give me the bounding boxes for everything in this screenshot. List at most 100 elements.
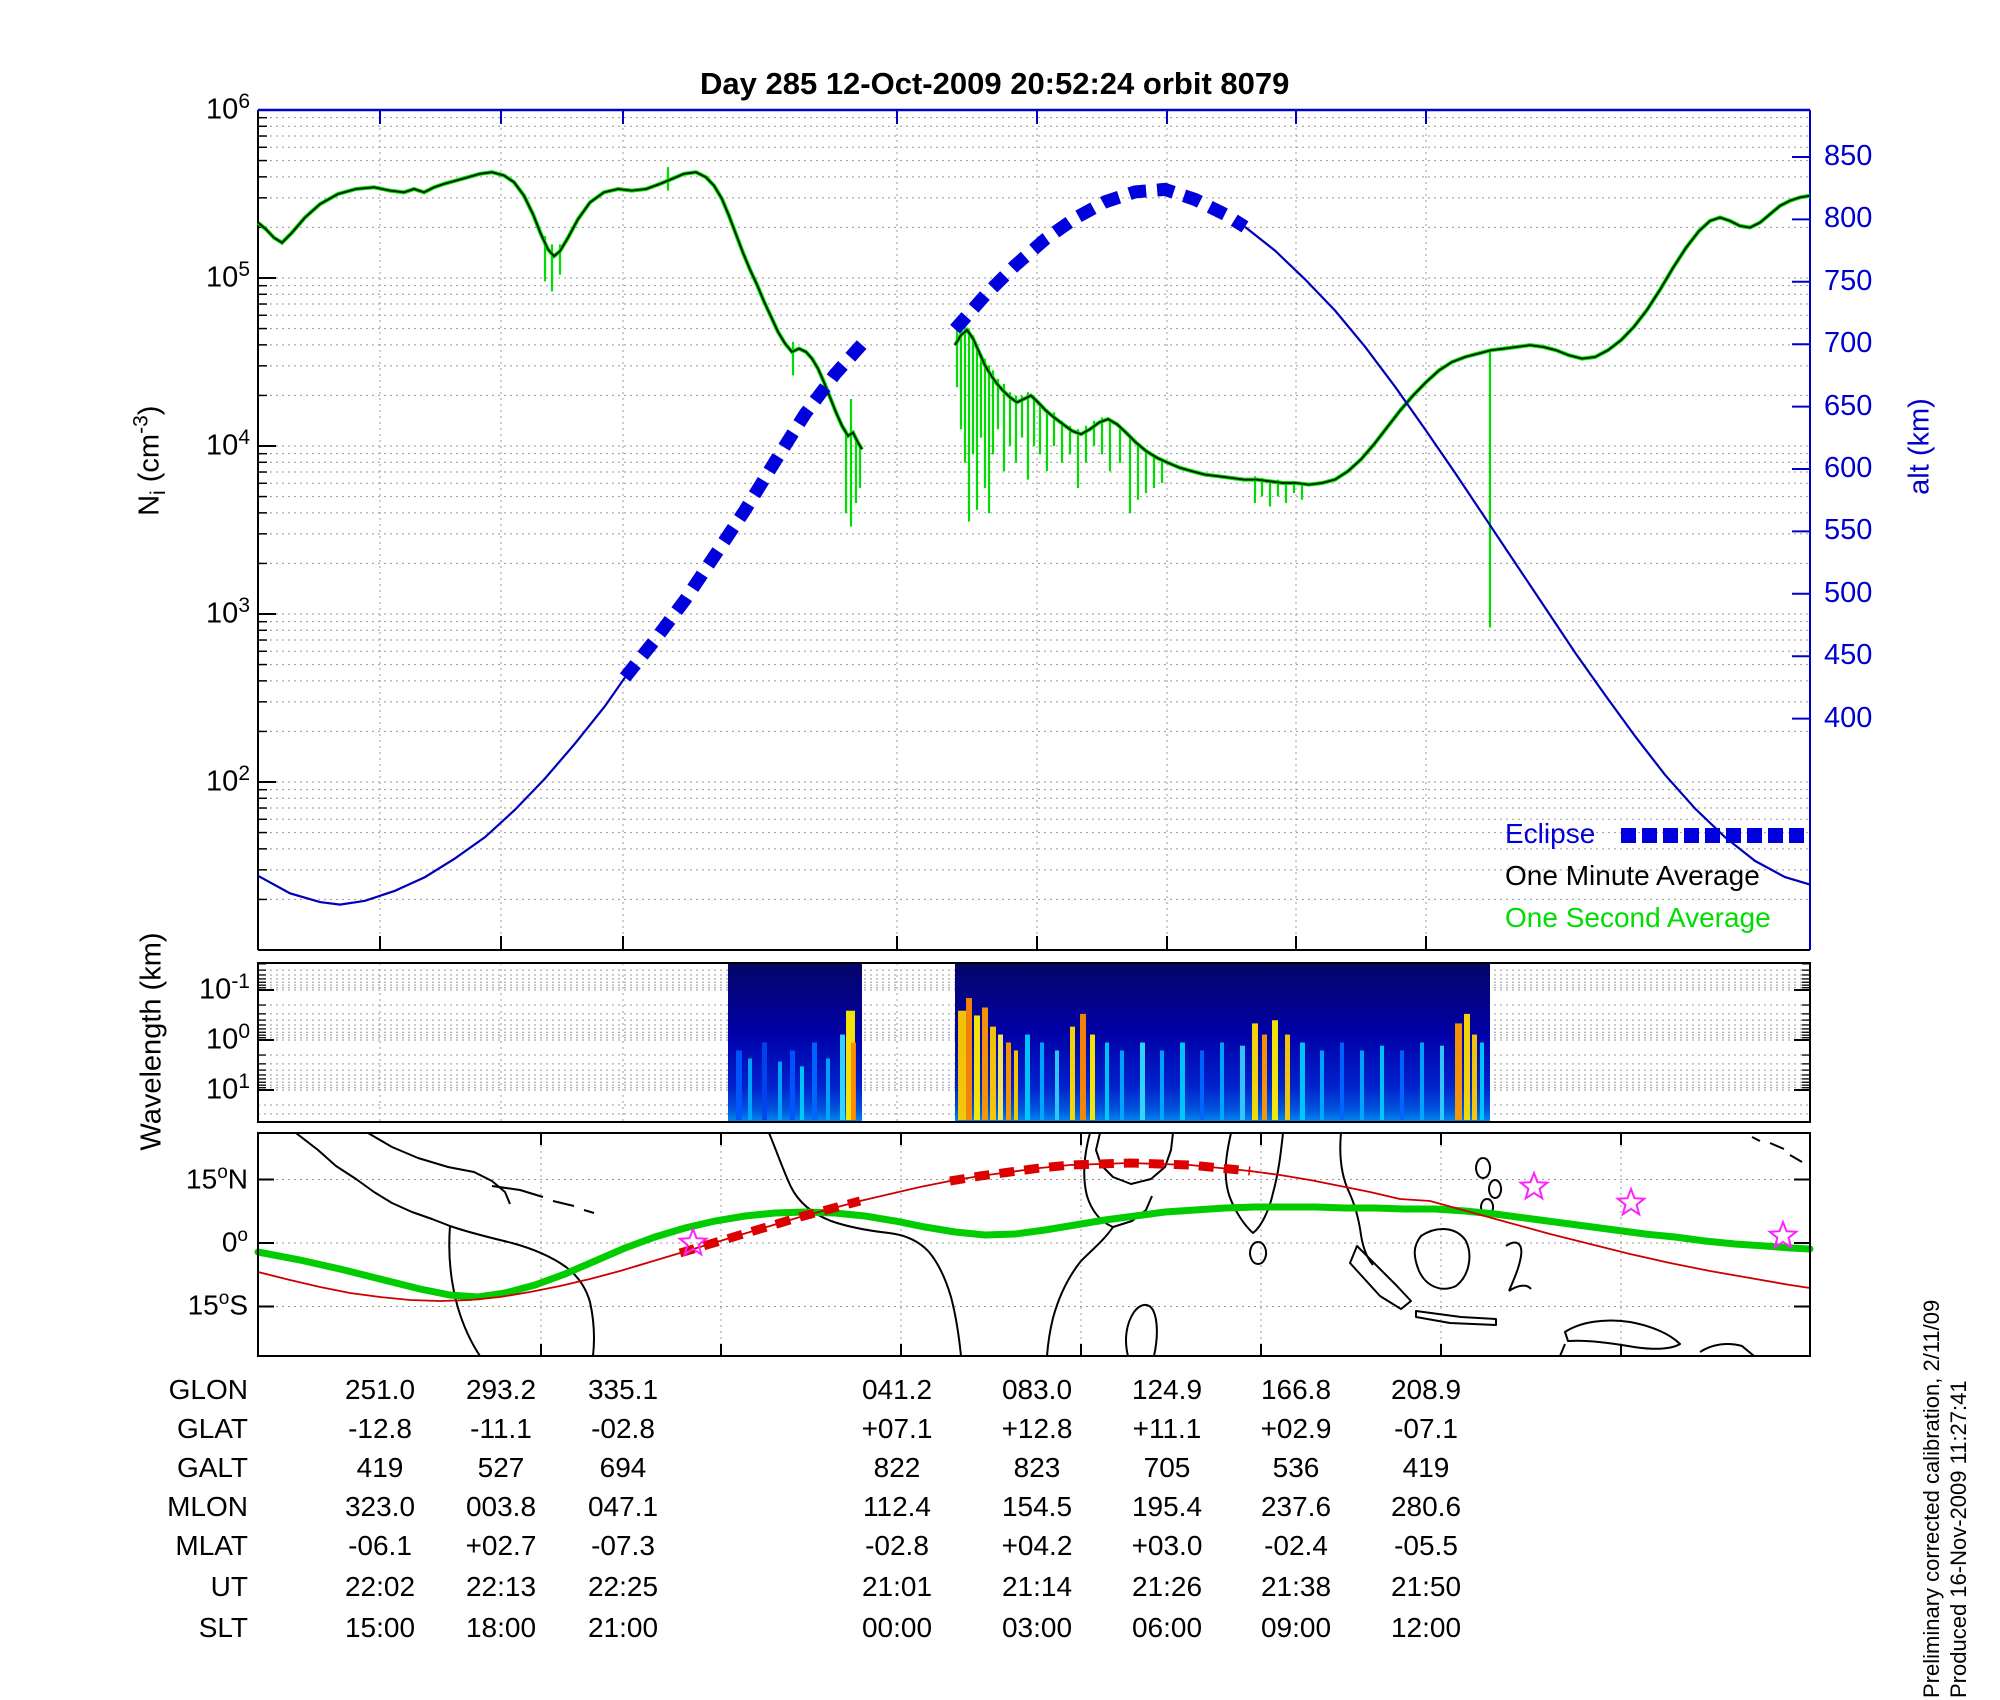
- spectrogram-stripe: [1160, 1050, 1164, 1120]
- table-cell: 21:38: [1260, 1571, 1332, 1602]
- ground-track-eclipse-segment: [678, 1196, 862, 1258]
- table-cell: -02.4: [1264, 1530, 1328, 1561]
- table-row-label: MLON: [167, 1491, 248, 1522]
- ground-track-map-panel: [254, 1132, 1814, 1357]
- spectrogram-stripe: [998, 1034, 1003, 1120]
- spectrogram-stripe: [1440, 1045, 1444, 1120]
- spectrogram-stripe: [1240, 1045, 1245, 1120]
- legend-one-second-label: One Second Average: [1505, 902, 1771, 933]
- table-cell: -02.8: [865, 1530, 929, 1561]
- coastline: [491, 1185, 595, 1214]
- spectrogram-stripe: [812, 1042, 817, 1120]
- star-marker: [676, 1226, 710, 1257]
- altitude-tick-label: 650: [1824, 389, 1873, 422]
- spectrogram-stripe: [778, 1061, 782, 1120]
- altitude-tick-label: 450: [1824, 639, 1873, 672]
- spectrogram-stripe: [1455, 1023, 1462, 1120]
- coastline: [768, 1132, 962, 1357]
- table-cell: 112.4: [863, 1491, 931, 1522]
- table-cell: 323.0: [344, 1491, 416, 1522]
- density-altitude-panel: [256, 108, 1811, 951]
- table-cell: 09:00: [1260, 1612, 1332, 1643]
- table-cell: -02.8: [591, 1413, 655, 1444]
- spectrogram-stripe: [1180, 1042, 1185, 1120]
- table-cell: 694: [599, 1452, 647, 1483]
- spectrogram-stripe: [1262, 1034, 1267, 1120]
- wavelength-tick-label: 101: [206, 1070, 250, 1106]
- eclipse-segment: [619, 339, 867, 682]
- altitude-axis-label-text: alt (km): [1903, 398, 1936, 495]
- spectrogram-stripe: [1480, 1042, 1484, 1120]
- eclipse-dash-icon: [1621, 818, 1810, 849]
- spectrogram-stripe: [958, 1010, 966, 1120]
- table-cell: 527: [477, 1452, 525, 1483]
- spectrogram-stripe: [1140, 1042, 1145, 1120]
- altitude-tick-label: 700: [1824, 327, 1873, 360]
- spectrogram-stripe: [1285, 1034, 1290, 1120]
- footer-production-note: Preliminary corrected calibration, 2/11/…: [1918, 1300, 1972, 1698]
- coastline: [1046, 1132, 1114, 1357]
- table-cell: 293.2: [465, 1374, 537, 1405]
- legend-eclipse-label: Eclipse: [1505, 818, 1596, 849]
- table-cell: 822: [873, 1452, 921, 1483]
- table-cell: 18:00: [465, 1612, 537, 1643]
- table-cell: 419: [356, 1452, 404, 1483]
- table-cell: 237.6: [1260, 1491, 1332, 1522]
- altitude-tick-label: 550: [1824, 514, 1873, 547]
- table-cell: 12:00: [1390, 1612, 1462, 1643]
- table-cell: 21:14: [1001, 1571, 1073, 1602]
- spectrogram-stripe: [1252, 1023, 1258, 1120]
- table-cell: -07.3: [591, 1530, 655, 1561]
- altitude-axis-label: alt (km): [1904, 357, 1937, 537]
- table-row-label: GLAT: [176, 1413, 248, 1444]
- spectrogram-stripe: [1300, 1042, 1305, 1120]
- table-row-label: GLON: [168, 1374, 248, 1405]
- coastline: [1559, 1343, 1755, 1357]
- spectrogram-stripe: [1070, 1026, 1075, 1120]
- table-cell: 823: [1013, 1452, 1061, 1483]
- table-cell: 705: [1143, 1452, 1191, 1483]
- table-cell: -06.1: [348, 1530, 412, 1561]
- table-cell: +12.8: [1001, 1413, 1073, 1444]
- altitude-tick-label: 400: [1824, 701, 1873, 734]
- table-cell: 03:00: [1001, 1612, 1073, 1643]
- table-row-label: SLT: [198, 1612, 248, 1643]
- table-cell: 21:00: [587, 1612, 659, 1643]
- altitude-tick-label: 600: [1824, 452, 1873, 484]
- table-cell: 083.0: [1001, 1374, 1073, 1405]
- spectrogram-stripe: [1420, 1042, 1424, 1120]
- spectrogram-stripe: [1080, 1013, 1086, 1120]
- eclipse-segment: [950, 182, 1249, 334]
- table-cell: +07.1: [861, 1413, 933, 1444]
- altitude-tick-label: 800: [1824, 202, 1873, 235]
- altitude-tick-label: 850: [1824, 140, 1873, 172]
- table-cell: +02.9: [1260, 1413, 1332, 1444]
- coastline: [1249, 1241, 1268, 1265]
- coastline: [448, 1225, 595, 1357]
- table-cell: 536: [1272, 1452, 1320, 1483]
- coastline: [1125, 1304, 1158, 1357]
- map-lat-label: 15oS: [187, 1288, 248, 1321]
- spectrogram-stripe: [1320, 1050, 1324, 1120]
- map-lat-label: 15oN: [186, 1161, 248, 1194]
- table-cell: 15:00: [344, 1612, 416, 1643]
- table-cell: 003.8: [465, 1491, 537, 1522]
- one-second-average-line: [256, 170, 864, 451]
- spectrogram-stripe: [1040, 1042, 1044, 1120]
- coastline: [367, 1132, 511, 1205]
- one-minute-average-line: [257, 171, 863, 450]
- wavelength-spectrogram-panel: [257, 962, 1811, 1123]
- coastline: [1095, 1132, 1174, 1185]
- ground-track-line: [257, 1162, 1811, 1302]
- spectrogram-stripe: [1464, 1013, 1470, 1120]
- spectrogram-stripe: [790, 1050, 795, 1120]
- table-cell: 047.1: [587, 1491, 659, 1522]
- spectrogram-stripe: [1340, 1042, 1344, 1120]
- altitude-tick-label: 500: [1824, 576, 1873, 609]
- spectrogram-stripe: [1472, 1034, 1477, 1120]
- table-cell: 21:01: [861, 1571, 933, 1602]
- table-row-label: GALT: [176, 1452, 248, 1483]
- altitude-line: [257, 676, 626, 906]
- spectrogram-stripe: [982, 1007, 988, 1120]
